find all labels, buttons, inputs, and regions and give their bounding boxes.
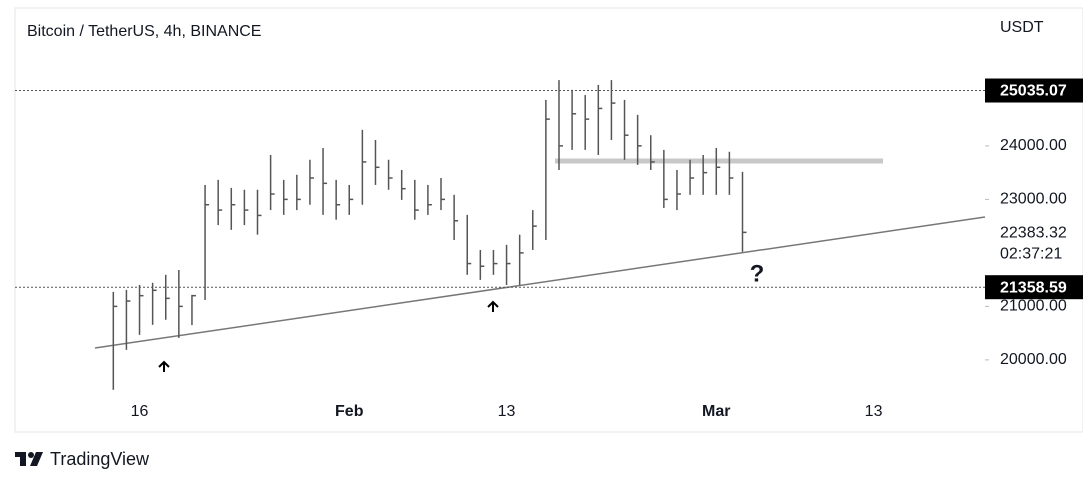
price-label-box (985, 78, 1083, 103)
brand-logo (15, 452, 43, 466)
trend-line (94, 216, 986, 349)
price-label: 25035.07 (1000, 83, 1067, 100)
brand-name: TradingView (50, 449, 150, 469)
last-price-label: 22383.32 (1000, 225, 1067, 242)
chart-title: Bitcoin / TetherUS, 4h, BINANCE (27, 23, 261, 40)
chart-frame (14, 7, 1083, 433)
x-tick-label: Feb (335, 403, 364, 420)
annotation: ? (750, 260, 765, 287)
countdown: 02:37:21 (1000, 246, 1062, 263)
price-label-box (985, 275, 1083, 300)
x-tick-label: Mar (702, 403, 730, 420)
y-tick-label: 20000.00 (1000, 351, 1067, 368)
y-tick-label: 24000.00 (1000, 137, 1067, 154)
price-label: 21358.59 (1000, 279, 1067, 296)
x-tick-label: 13 (865, 403, 883, 420)
y-tick-label: 21000.00 (1000, 298, 1067, 315)
currency-label: USDT (1000, 19, 1044, 36)
arrow-up (158, 300, 499, 372)
x-tick-label: 13 (498, 403, 516, 420)
x-tick-label: 16 (131, 403, 149, 420)
y-tick-label: 23000.00 (1000, 191, 1067, 208)
